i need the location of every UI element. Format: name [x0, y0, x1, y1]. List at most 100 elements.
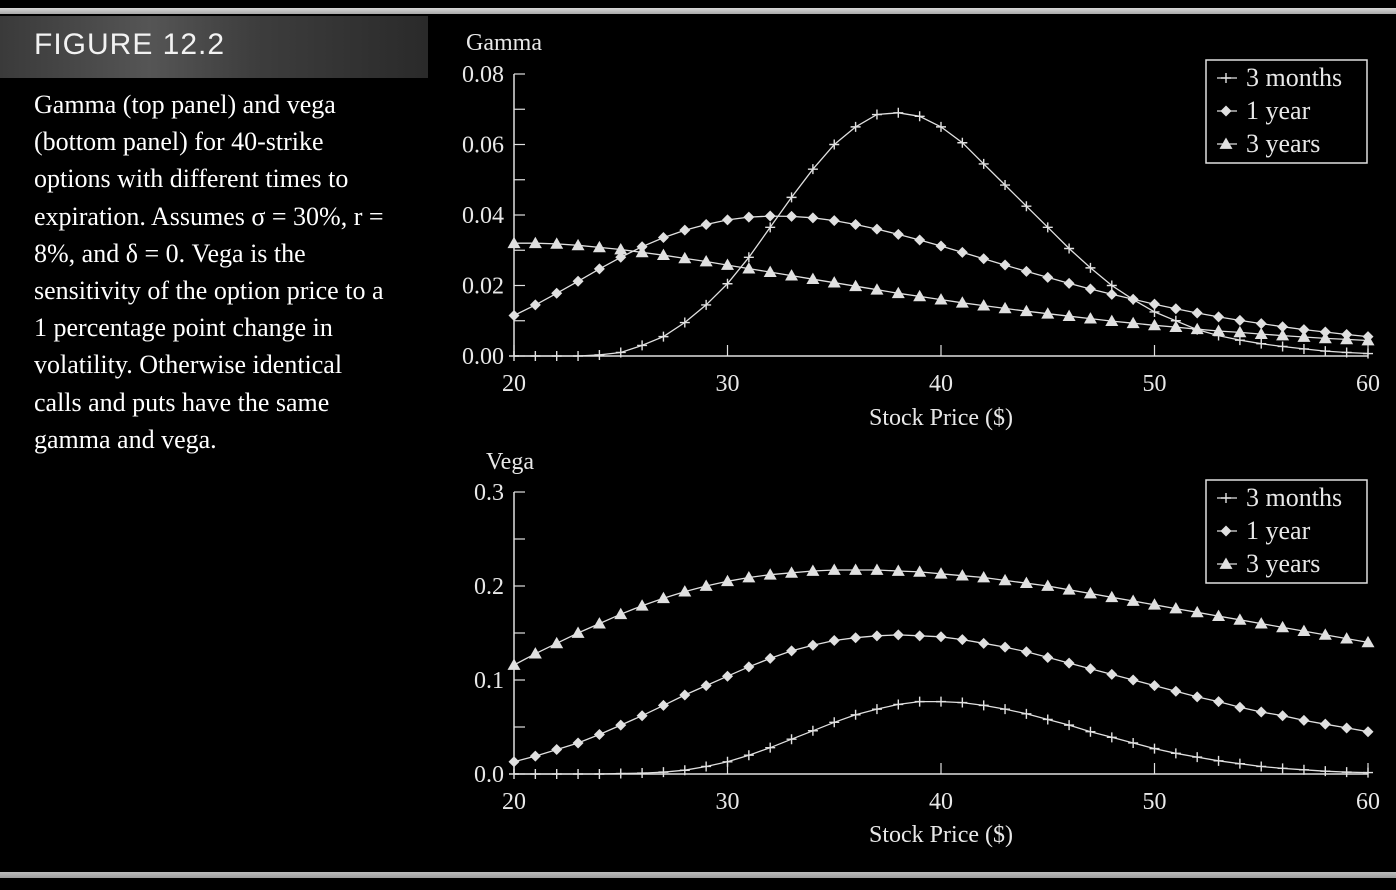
- data-point: [550, 237, 564, 249]
- data-point: [786, 734, 797, 745]
- legend-label: 1 year: [1246, 516, 1311, 545]
- x-tick-label: 20: [502, 371, 526, 397]
- data-point: [977, 571, 991, 583]
- data-point: [1127, 674, 1139, 686]
- data-point: [913, 565, 927, 577]
- data-point: [955, 569, 969, 581]
- data-point: [1085, 262, 1096, 273]
- legend-marker: [1219, 137, 1233, 149]
- data-point: [1233, 613, 1247, 625]
- data-point: [701, 761, 712, 772]
- data-point: [892, 228, 904, 240]
- data-point: [807, 212, 819, 224]
- data-point: [1340, 632, 1354, 644]
- data-point: [508, 756, 520, 768]
- data-point: [957, 697, 968, 708]
- data-point: [509, 351, 519, 361]
- data-point: [786, 192, 797, 203]
- data-point: [635, 245, 649, 258]
- data-point: [1170, 685, 1182, 697]
- x-tick-label: 40: [929, 371, 953, 397]
- data-point: [978, 700, 989, 711]
- data-point: [807, 164, 818, 175]
- data-point: [678, 585, 692, 597]
- x-tick-label: 60: [1356, 789, 1380, 815]
- data-point: [936, 696, 946, 707]
- data-point: [1105, 314, 1119, 326]
- data-point: [551, 351, 562, 361]
- data-point: [1042, 651, 1054, 663]
- data-point: [614, 243, 628, 255]
- data-point: [507, 658, 521, 670]
- data-point: [1213, 755, 1224, 766]
- data-point: [1085, 726, 1096, 737]
- data-point: [1363, 767, 1373, 778]
- data-point: [1064, 243, 1075, 254]
- data-point: [935, 631, 947, 643]
- y-tick-label: 0.02: [462, 274, 504, 300]
- data-point: [572, 737, 584, 749]
- legend-marker: [1219, 557, 1233, 569]
- data-point: [1190, 605, 1204, 618]
- bottom-rule: [0, 872, 1396, 878]
- figure-caption: Gamma (top panel) and vega (bottom panel…: [34, 86, 394, 458]
- legend-label: 3 years: [1246, 129, 1320, 158]
- data-point: [615, 251, 627, 263]
- series-diamond: [508, 210, 1374, 343]
- data-point: [765, 742, 776, 753]
- data-point: [785, 269, 799, 281]
- data-point: [827, 276, 841, 288]
- x-tick-label: 20: [502, 789, 526, 815]
- data-point: [572, 275, 584, 287]
- data-point: [699, 579, 713, 591]
- data-point: [1277, 341, 1288, 352]
- data-point: [806, 564, 820, 576]
- data-point: [1019, 576, 1033, 589]
- data-point: [998, 301, 1012, 314]
- data-point: [508, 309, 520, 321]
- data-point: [528, 236, 542, 249]
- data-point: [679, 224, 691, 236]
- data-point: [1064, 720, 1075, 731]
- data-point: [957, 137, 968, 148]
- data-point: [1361, 635, 1375, 648]
- data-point: [955, 296, 969, 308]
- data-point: [871, 630, 883, 642]
- legend-label: 3 months: [1246, 483, 1342, 512]
- data-point: [849, 279, 863, 292]
- data-point: [1084, 663, 1096, 675]
- data-point: [701, 299, 712, 310]
- data-point: [1042, 271, 1054, 283]
- data-point: [637, 340, 648, 351]
- y-tick-label: 0.08: [462, 62, 504, 88]
- data-point: [551, 744, 563, 756]
- data-point: [742, 262, 756, 274]
- data-point: [1062, 309, 1076, 322]
- data-point: [571, 238, 585, 251]
- data-point: [635, 599, 649, 611]
- data-point: [914, 630, 926, 642]
- data-point: [850, 709, 861, 720]
- data-point: [893, 699, 904, 710]
- data-point: [592, 240, 606, 253]
- data-point: [528, 647, 542, 659]
- data-point: [806, 272, 820, 285]
- data-point: [656, 591, 670, 604]
- data-point: [1019, 304, 1033, 317]
- legend: 3 months 1 year 3 years: [1205, 59, 1368, 164]
- data-point: [551, 769, 562, 779]
- data-point: [807, 639, 819, 651]
- data-point: [1254, 327, 1268, 340]
- data-point: [1170, 748, 1181, 759]
- data-point: [1062, 583, 1076, 595]
- data-point: [1192, 752, 1203, 763]
- data-point: [1319, 718, 1331, 730]
- data-point: [1340, 332, 1354, 345]
- data-point: [870, 563, 884, 575]
- data-point: [700, 219, 712, 231]
- data-point: [978, 637, 990, 649]
- data-point: [722, 670, 733, 682]
- data-point: [1063, 657, 1075, 669]
- data-point: [1106, 288, 1118, 300]
- data-point: [1298, 343, 1309, 354]
